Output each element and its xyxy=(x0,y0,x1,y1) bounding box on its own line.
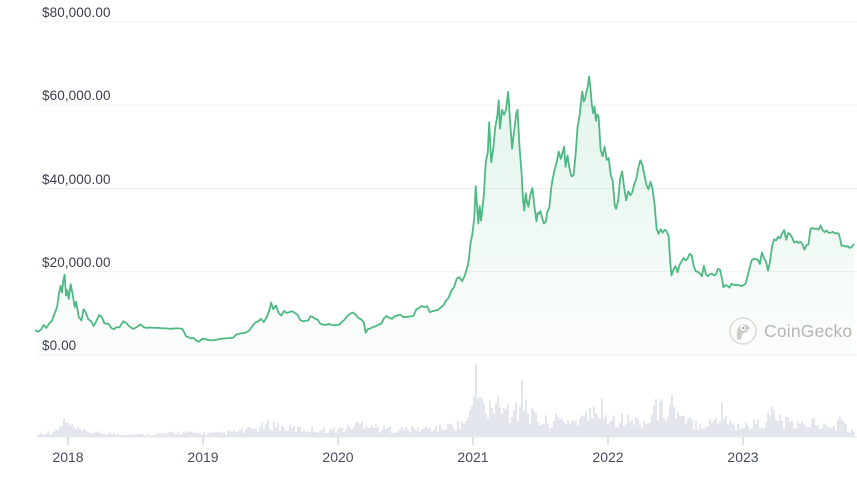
price-line xyxy=(34,75,855,343)
volume-bars xyxy=(37,364,855,437)
price-area-fill xyxy=(35,76,854,355)
coingecko-logo-icon xyxy=(729,317,757,345)
coingecko-watermark-text: CoinGecko xyxy=(764,321,853,341)
coingecko-watermark: CoinGecko xyxy=(729,316,852,346)
